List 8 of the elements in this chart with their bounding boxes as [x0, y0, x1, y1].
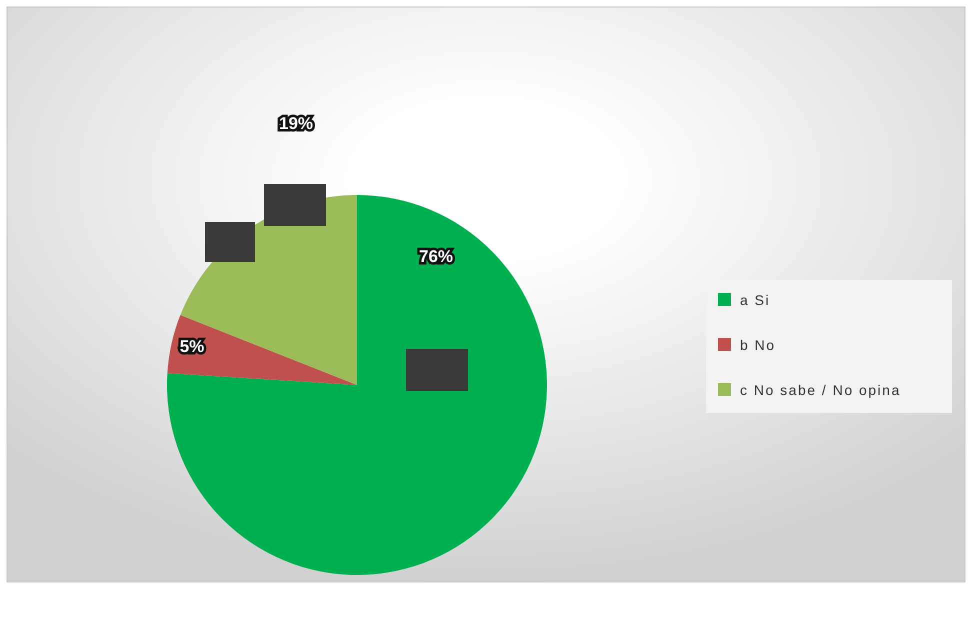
data-label: 76% — [418, 247, 454, 266]
legend-label: a Si — [740, 292, 770, 308]
pie-slice — [167, 195, 547, 575]
pie-slice — [167, 315, 357, 385]
legend-label: b No — [740, 337, 776, 353]
data-label: 5% — [180, 337, 204, 356]
legend-label: c No sabe / No opina — [740, 382, 901, 398]
data-label: 19% — [278, 114, 314, 133]
